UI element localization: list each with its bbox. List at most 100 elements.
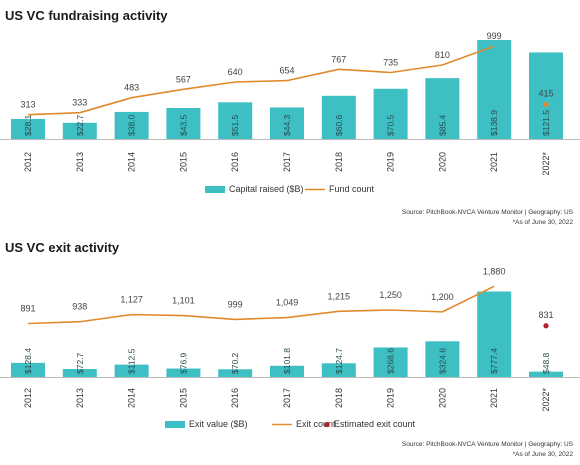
bar-label-2016: $70.2 (230, 352, 240, 374)
x-tick-2022*: 2022* (541, 388, 551, 412)
bar-label-2019: $268.6 (386, 348, 396, 374)
line-label-2017: 654 (279, 66, 294, 76)
line-label-2013: 333 (72, 98, 87, 108)
bar-2012 (11, 362, 45, 377)
bar-label-2021: $138.9 (489, 110, 499, 136)
x-tick-2016: 2016 (230, 388, 240, 408)
bar-label-2022*: $48.8 (541, 352, 551, 374)
line-label-2019: 1,250 (379, 290, 402, 300)
x-tick-2012: 2012 (23, 152, 33, 172)
x-tick-2021: 2021 (489, 388, 499, 408)
line-label-2020: 810 (435, 50, 450, 60)
bar-2012 (11, 118, 45, 139)
bar-2017 (270, 107, 304, 139)
legend-estimate: Estimated exit count (334, 419, 416, 429)
line-label-2018: 1,215 (328, 291, 351, 301)
bar-label-2017: $44.3 (282, 114, 292, 136)
bar-label-2012: $128.4 (23, 348, 33, 374)
bar-label-2015: $43.5 (178, 114, 188, 136)
x-tick-2020: 2020 (437, 388, 447, 408)
x-tick-2013: 2013 (75, 152, 85, 172)
bar-2018 (321, 363, 356, 377)
bar-2020 (425, 341, 460, 377)
legend-swatch-estimate (324, 421, 330, 428)
x-tick-2017: 2017 (282, 152, 292, 172)
bar-2019 (373, 88, 408, 139)
legend-bar: Capital raised ($B) (229, 184, 304, 194)
bar-2022* (529, 371, 563, 377)
estimate-point (543, 101, 549, 108)
bar-label-2015: $76.9 (178, 352, 188, 374)
x-tick-2018: 2018 (334, 152, 344, 172)
bar-2019 (373, 347, 408, 377)
bar-2017 (270, 365, 304, 377)
legend-line: Exit count (296, 419, 336, 429)
bar-label-2016: $51.5 (230, 114, 240, 136)
bar-2015 (166, 108, 201, 139)
x-tick-2013: 2013 (75, 388, 85, 408)
line-label-2015: 567 (176, 74, 191, 84)
bar-2014 (114, 111, 149, 139)
legend-bar: Exit value ($B) (189, 419, 248, 429)
legend-swatch-bar (165, 421, 185, 428)
line-label-2014: 483 (124, 83, 139, 93)
bar-2018 (321, 95, 356, 139)
legend-swatch-bar (205, 186, 225, 193)
x-tick-2016: 2016 (230, 152, 240, 172)
x-tick-2021: 2021 (489, 152, 499, 172)
bar-label-2013: $72.7 (75, 352, 85, 374)
line-label-2016: 999 (228, 299, 243, 309)
bar-2013 (62, 122, 97, 139)
bar-2016 (218, 102, 253, 139)
line-label-2019: 735 (383, 58, 398, 68)
line-fund-count (27, 45, 495, 116)
bar-label-2022*: $121.5 (541, 110, 551, 136)
x-tick-2015: 2015 (178, 388, 188, 408)
footnote: *As of June 30, 2022 (513, 451, 574, 458)
bar-2020 (425, 78, 460, 139)
bar-label-2021: $777.4 (489, 348, 499, 374)
x-tick-2017: 2017 (282, 388, 292, 408)
estimate-label: 415 (538, 89, 553, 99)
line-label-2015: 1,101 (172, 296, 195, 306)
x-tick-2015: 2015 (178, 152, 188, 172)
bar-label-2020: $324.6 (437, 348, 447, 374)
line-label-2020: 1,200 (431, 292, 454, 302)
bar-2014 (114, 364, 149, 377)
x-tick-2018: 2018 (334, 388, 344, 408)
estimate-label: 831 (538, 310, 553, 320)
line-label-2016: 640 (228, 67, 243, 77)
line-label-2012: 313 (20, 100, 35, 110)
bar-label-2018: $124.7 (334, 348, 344, 374)
line-label-2021: 1,880 (483, 266, 506, 276)
bar-label-2014: $112.5 (127, 348, 137, 374)
bar-label-2014: $38.0 (127, 114, 137, 136)
bar-label-2020: $85.4 (437, 114, 447, 136)
x-tick-2022*: 2022* (541, 152, 551, 176)
x-tick-2014: 2014 (127, 388, 137, 408)
x-tick-2020: 2020 (437, 152, 447, 172)
line-label-2012: 891 (20, 303, 35, 313)
bar-label-2017: $101.8 (282, 348, 292, 374)
line-label-2021: 999 (487, 31, 502, 41)
chart-title: US VC exit activity (5, 240, 120, 255)
estimate-point (543, 323, 549, 329)
x-tick-2014: 2014 (127, 152, 137, 172)
bar-label-2013: $22.7 (75, 114, 85, 136)
bar-label-2018: $60.6 (334, 114, 344, 136)
x-tick-2019: 2019 (386, 152, 396, 172)
bar-label-2019: $70.5 (386, 114, 396, 136)
line-label-2014: 1,127 (120, 295, 143, 305)
bar-2016 (218, 369, 253, 377)
x-tick-2019: 2019 (386, 388, 396, 408)
line-label-2013: 938 (72, 302, 87, 312)
bar-2021 (477, 40, 512, 139)
legend-line: Fund count (329, 184, 375, 194)
x-tick-2012: 2012 (23, 388, 33, 408)
chart-title: US VC fundraising activity (5, 8, 168, 23)
bar-2021 (477, 291, 512, 377)
footnote: *As of June 30, 2022 (513, 219, 574, 226)
source-note: Source: PitchBook-NVCA Venture Monitor |… (402, 209, 574, 216)
source-note: Source: PitchBook-NVCA Venture Monitor |… (402, 441, 574, 448)
